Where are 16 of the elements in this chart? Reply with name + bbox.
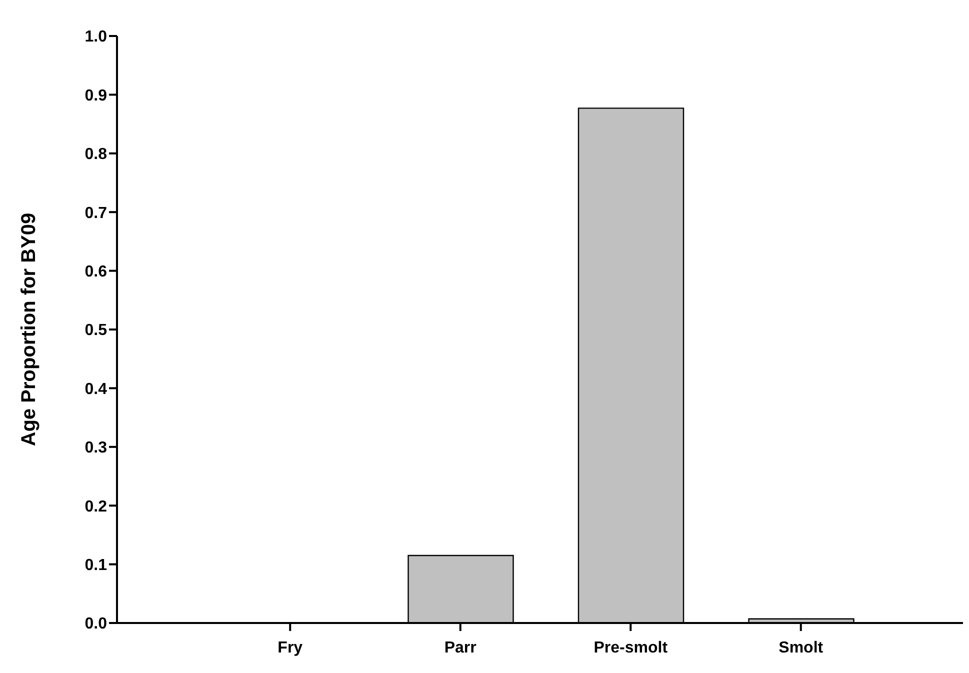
x-tick-label: Parr: [444, 639, 476, 656]
y-tick-label: 0.0: [84, 616, 108, 633]
y-tick-label: 0.2: [84, 498, 108, 516]
y-tick-label: 0.1: [84, 556, 108, 574]
y-tick-label: 0.6: [84, 263, 108, 280]
x-tick-label: Smolt: [778, 639, 824, 656]
x-tick-label: Fry: [278, 639, 303, 656]
y-tick-label: 1.0: [84, 28, 108, 46]
y-tick-label: 0.4: [84, 380, 108, 398]
y-tick-label: 0.3: [84, 440, 108, 457]
y-axis-title: Age Proportion for BY09: [18, 212, 40, 446]
x-tick-label: Pre-smolt: [594, 639, 668, 656]
y-tick-label: 0.8: [84, 146, 108, 164]
y-tick-label: 0.5: [84, 322, 108, 340]
y-tick-label: 0.7: [84, 204, 108, 222]
y-tick-label: 0.9: [84, 87, 108, 104]
